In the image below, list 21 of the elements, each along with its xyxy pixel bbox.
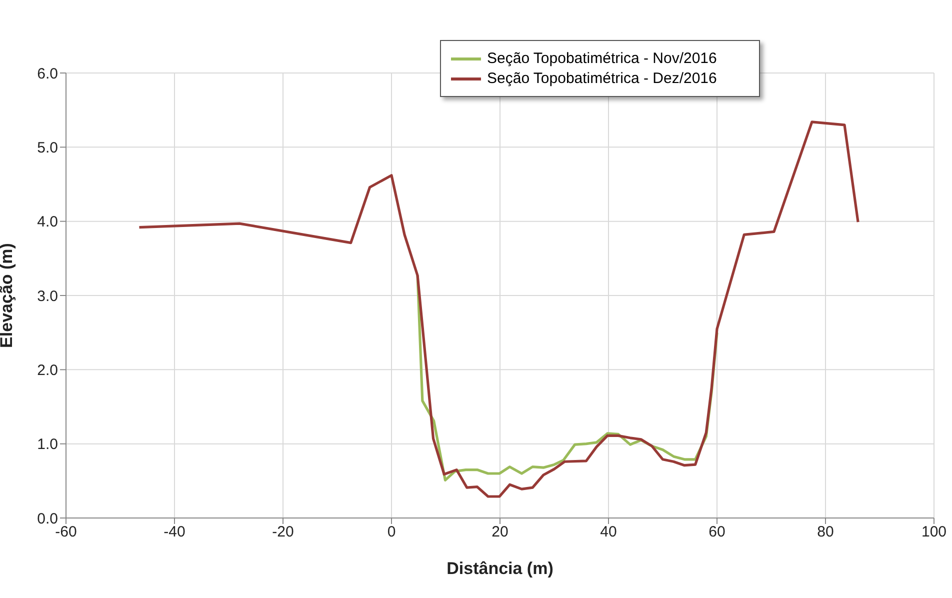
x-tick-label: 80: [817, 524, 834, 541]
x-tick-label: -20: [272, 524, 294, 541]
x-axis-title: Distância (m): [446, 559, 554, 578]
x-tick-label: 0: [387, 524, 396, 541]
x-tick-label: -60: [55, 524, 77, 541]
y-tick-label: 5.0: [37, 139, 58, 156]
line-series: [138, 120, 860, 498]
x-tick-label: -40: [164, 524, 186, 541]
legend-label: Seção Topobatimétrica - Nov/2016: [487, 50, 717, 67]
x-tick-label: 20: [492, 524, 508, 541]
y-tick-label: 4.0: [37, 214, 58, 231]
y-axis-title: Elevação (m): [0, 243, 16, 348]
y-tick-label: 0.0: [37, 510, 58, 528]
y-tick-label: 3.0: [37, 288, 58, 305]
legend-label: Seção Topobatimétrica - Dez/2016: [487, 70, 717, 87]
x-tick-label: 100: [921, 524, 947, 541]
y-tick-label: 1.0: [37, 436, 58, 454]
x-tick-label: 60: [708, 524, 726, 541]
y-tick-label: 6.0: [37, 65, 58, 82]
x-tick-label: 40: [600, 524, 617, 541]
y-tick-label: 2.0: [37, 362, 58, 379]
